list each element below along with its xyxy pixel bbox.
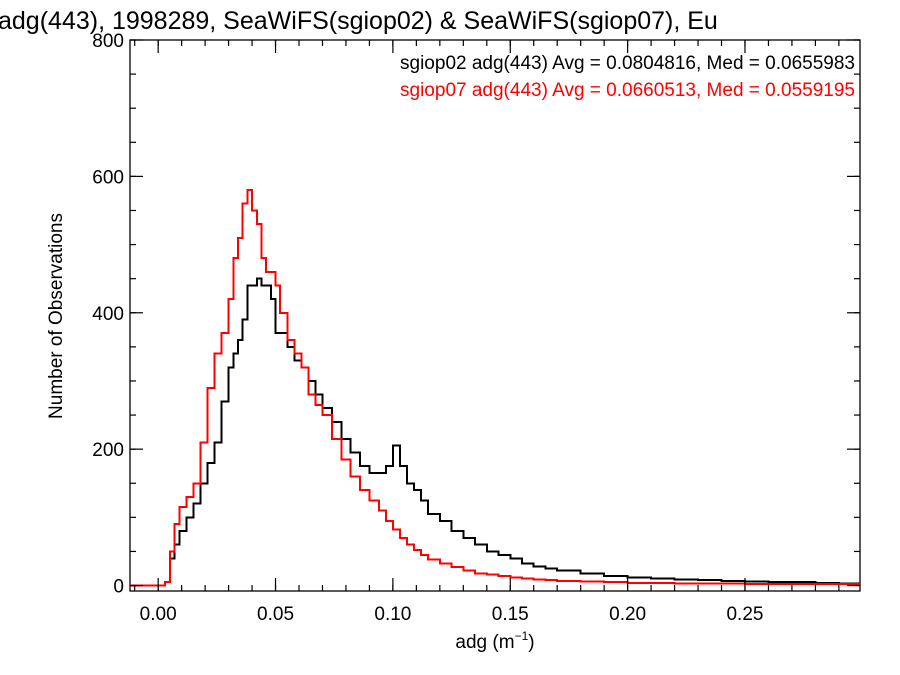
plot-frame: [129, 39, 861, 592]
x-tick-label: 0.10: [374, 604, 411, 625]
x-axis-label-main: adg (m: [455, 632, 514, 653]
chart-title: adg(443), 1998289, SeaWiFS(sgiop02) & Se…: [0, 7, 718, 35]
tick-marks: [130, 39, 860, 591]
x-tick-label: 0.05: [257, 604, 294, 625]
x-axis-label-superscript: −1: [515, 629, 529, 643]
x-tick-label: 0.15: [492, 604, 529, 625]
x-axis-label: adg (m−1): [455, 629, 534, 653]
y-tick-label: 400: [92, 304, 124, 325]
x-tick-label: 0.25: [726, 604, 763, 625]
y-tick-labels: 0 200 400 600 800: [92, 31, 124, 598]
y-tick-label: 800: [92, 31, 124, 52]
series-layer: [130, 189, 860, 587]
y-axis-label: Number of Observations: [46, 213, 67, 419]
x-tick-label: 0.00: [140, 604, 177, 625]
legend-entry-sgiop02: sgiop02 adg(443) Avg = 0.0804816, Med = …: [400, 53, 855, 74]
x-tick-label: 0.20: [609, 604, 646, 625]
y-tick-label: 0: [113, 577, 124, 598]
y-tick-label: 200: [92, 440, 124, 461]
histogram-series-0: [130, 277, 860, 587]
y-tick-label: 600: [92, 167, 124, 188]
x-axis-label-end: ): [528, 632, 534, 653]
legend-entry-sgiop07: sgiop07 adg(443) Avg = 0.0660513, Med = …: [400, 80, 855, 101]
histogram-series-1: [130, 189, 860, 587]
x-tick-labels: 0.00 0.05 0.10 0.15 0.20 0.25: [140, 604, 764, 625]
